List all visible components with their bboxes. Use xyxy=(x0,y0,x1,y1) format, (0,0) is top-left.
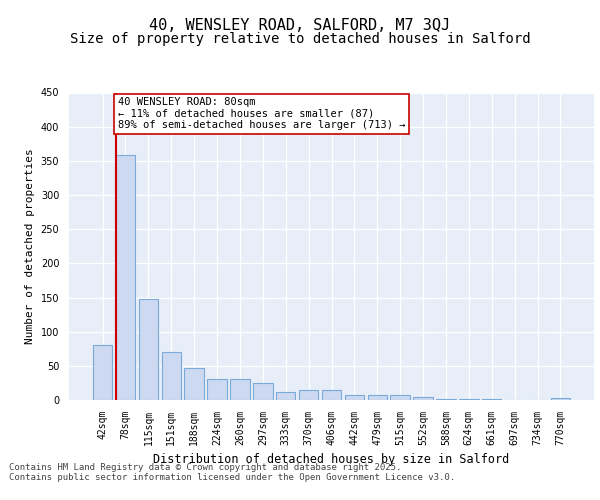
Bar xyxy=(551,398,570,400)
Bar xyxy=(368,395,387,400)
Bar xyxy=(391,395,410,400)
Bar xyxy=(299,390,319,400)
Bar xyxy=(208,379,227,400)
Bar xyxy=(93,346,112,400)
X-axis label: Distribution of detached houses by size in Salford: Distribution of detached houses by size … xyxy=(154,454,509,466)
Bar xyxy=(344,395,364,400)
Bar xyxy=(230,379,250,400)
Bar xyxy=(184,368,204,400)
Bar xyxy=(161,352,181,400)
Y-axis label: Number of detached properties: Number of detached properties xyxy=(25,148,35,344)
Bar xyxy=(253,383,272,400)
Bar xyxy=(139,299,158,400)
Text: Size of property relative to detached houses in Salford: Size of property relative to detached ho… xyxy=(70,32,530,46)
Bar xyxy=(322,390,341,400)
Bar xyxy=(116,156,135,400)
Bar xyxy=(413,398,433,400)
Text: Contains HM Land Registry data © Crown copyright and database right 2025.
Contai: Contains HM Land Registry data © Crown c… xyxy=(9,463,455,482)
Text: 40 WENSLEY ROAD: 80sqm
← 11% of detached houses are smaller (87)
89% of semi-det: 40 WENSLEY ROAD: 80sqm ← 11% of detached… xyxy=(118,98,406,130)
Text: 40, WENSLEY ROAD, SALFORD, M7 3QJ: 40, WENSLEY ROAD, SALFORD, M7 3QJ xyxy=(149,18,451,32)
Bar xyxy=(276,392,295,400)
